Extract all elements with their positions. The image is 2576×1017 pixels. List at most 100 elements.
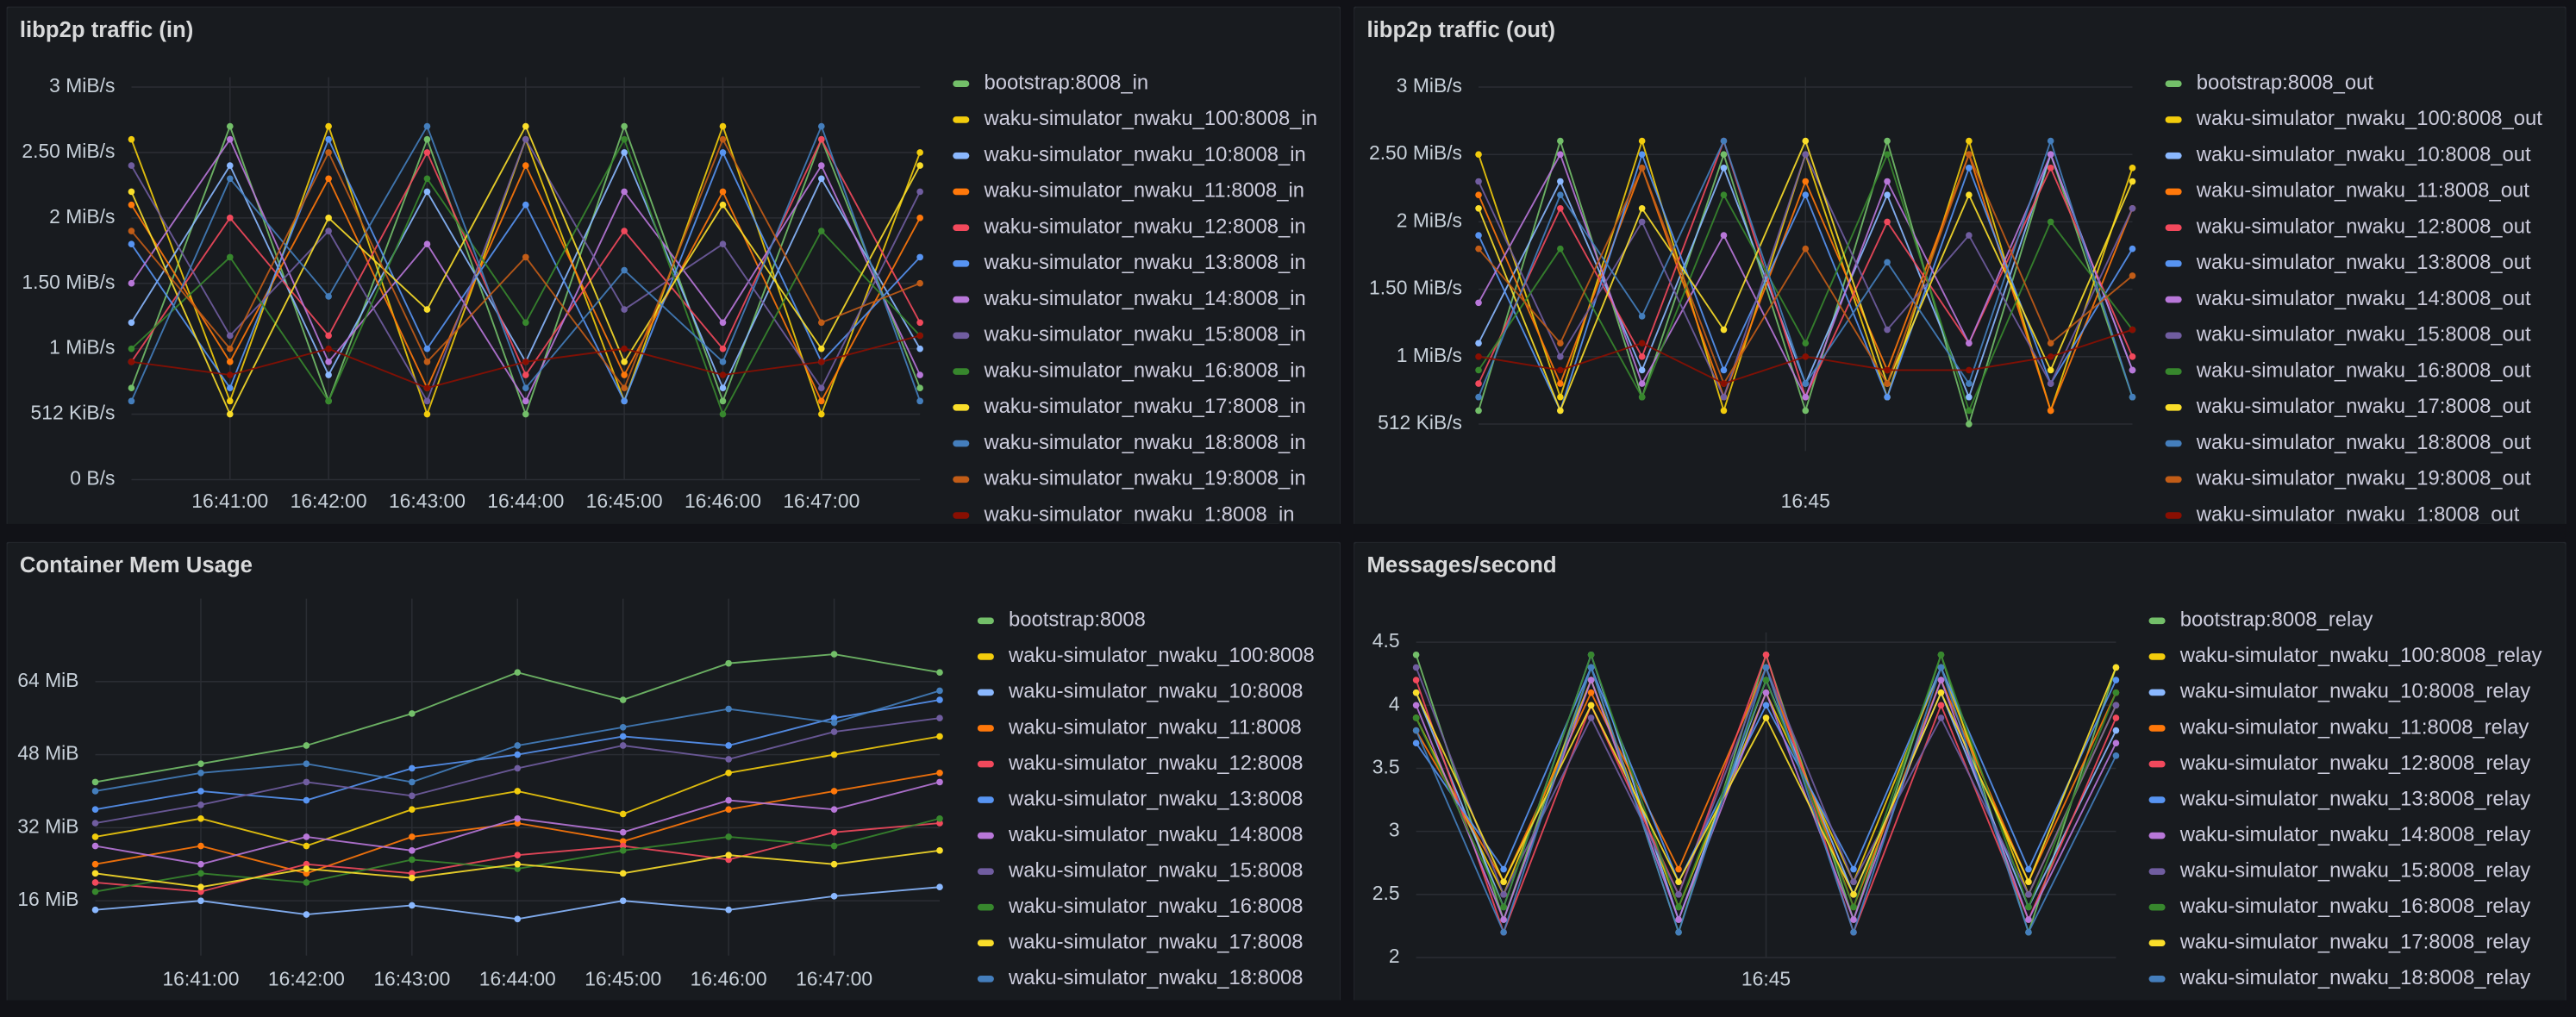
x-tick-label: 16:46:00 [691,968,767,990]
data-point [725,852,732,858]
data-point [1412,677,1420,683]
data-point [1475,204,1482,212]
legend-label: waku-simulator_nwaku_13:8008_in [983,251,1305,274]
data-point [1475,151,1482,159]
data-point [409,902,416,909]
data-point [817,319,825,327]
data-point [303,742,310,749]
data-point [1557,393,1564,401]
data-point [621,359,628,365]
data-point [916,279,923,287]
legend-label: bootstrap:8008_in [984,72,1148,95]
data-point [619,847,627,854]
data-point [936,696,943,703]
data-point [817,384,825,392]
data-point [1720,191,1728,198]
data-point [1720,366,1728,374]
data-point [303,860,310,868]
x-tick-label: 16:44:00 [479,968,556,990]
data-point [817,228,825,234]
legend-label: waku-simulator_nwaku_13:8008_out [2196,251,2531,274]
legend-swatch [977,975,994,983]
data-point [91,788,99,795]
legend-swatch [977,653,994,660]
data-point [725,756,732,763]
data-point [197,769,204,777]
data-point [226,371,234,378]
data-point [226,384,234,392]
data-point [830,714,838,722]
data-point [1850,878,1857,885]
legend-swatch [2148,653,2166,660]
data-point [619,742,627,749]
data-point [1587,677,1595,683]
data-point [2025,928,2032,936]
y-tick-label: 48 MiB [17,742,78,764]
data-point [197,760,204,767]
x-tick-label: 16:41:00 [162,968,239,990]
panel-title: libp2p traffic (in) [20,18,193,42]
data-point [325,149,332,156]
data-point [1412,727,1420,734]
data-point [1557,191,1564,198]
data-point [2025,878,2032,885]
data-point [226,345,234,353]
data-point [2025,891,2032,898]
data-point [409,833,416,840]
legend-label: waku-simulator_nwaku_18:8008 [1008,966,1304,989]
x-tick-label: 16:47:00 [796,968,872,990]
data-point [128,359,135,365]
data-point [1762,651,1770,658]
data-point [91,860,99,868]
data-point [1937,689,1945,696]
data-point [1557,178,1564,185]
data-point [2112,727,2120,734]
data-point [91,870,99,877]
data-point [2129,245,2136,253]
data-point [325,371,332,378]
legend-swatch [977,868,994,875]
data-point [1675,878,1682,885]
legend-swatch [2165,296,2182,303]
data-point [1802,380,1810,387]
legend-swatch [977,903,994,911]
data-point [514,865,522,872]
data-point [1884,191,1891,198]
data-point [303,842,310,850]
data-point [2112,714,2120,721]
legend-swatch [2165,80,2182,88]
legend-swatch [953,368,970,375]
data-point [719,149,727,156]
data-point [830,719,838,727]
data-point [2047,353,2054,360]
data-point [936,769,943,777]
data-point [1802,407,1810,415]
data-point [226,122,234,130]
legend-label: waku-simulator_nwaku_100:8008_relay [2179,644,2542,667]
data-point [128,397,135,405]
data-point [719,122,727,130]
data-point [1500,891,1507,898]
legend-label: waku-simulator_nwaku_18:8008_relay [2179,966,2530,989]
legend-swatch [2148,760,2166,768]
data-point [719,345,727,353]
legend-swatch [2165,152,2182,159]
data-point [1937,702,1945,709]
legend-label: waku-simulator_nwaku_100:8008 [1008,644,1315,667]
data-point [2129,272,2136,279]
data-point [522,397,529,405]
legend-label: waku-simulator_nwaku_15:8008 [1008,858,1304,882]
data-point [423,149,431,156]
data-point [128,319,135,327]
data-point [1475,393,1482,401]
data-point [197,842,204,850]
legend-swatch [953,188,970,196]
legend-swatch [953,296,970,303]
data-point [621,397,628,405]
data-point [725,906,732,914]
panel: libp2p traffic (in) 0 B/s 512 KiB/s 1 MiB/s… [6,6,1341,524]
data-point [409,778,416,786]
legend-label: waku-simulator_nwaku_17:8008_in [983,395,1305,418]
data-point [303,911,310,918]
data-point [128,345,135,353]
